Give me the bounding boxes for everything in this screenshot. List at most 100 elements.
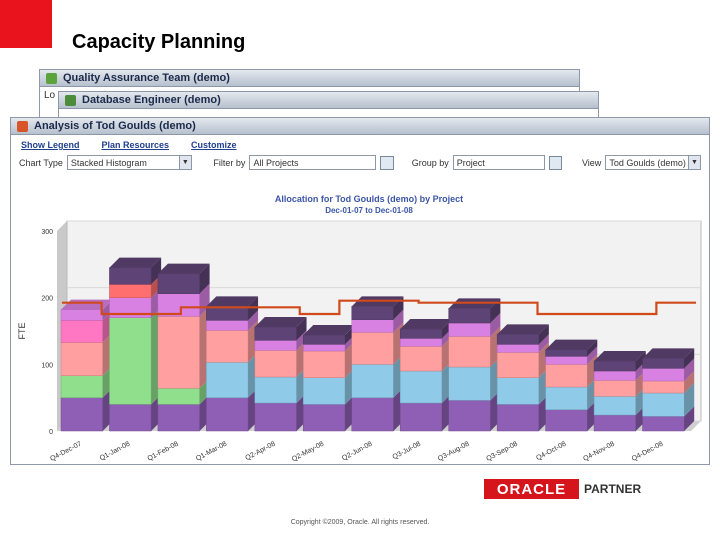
filter-by-input[interactable]: All Projects bbox=[249, 155, 377, 170]
bar-segment-side bbox=[684, 383, 695, 417]
bar-segment-side bbox=[684, 358, 695, 381]
group-by-label: Group by bbox=[411, 157, 449, 168]
bar-segment bbox=[399, 370, 443, 404]
bar-segment bbox=[157, 404, 200, 432]
group-by-input[interactable]: Project bbox=[452, 155, 545, 170]
bar-segment bbox=[351, 397, 394, 432]
chart-type-select[interactable]: Stacked Histogram ▼ bbox=[66, 155, 192, 170]
bar-segment bbox=[545, 364, 588, 388]
bar-segment-side bbox=[490, 298, 501, 323]
plan-resources-link[interactable]: Plan Resources bbox=[101, 140, 170, 150]
bar-segment bbox=[109, 404, 152, 432]
filter-picker-icon[interactable] bbox=[380, 155, 394, 170]
bar-segment-side bbox=[296, 317, 307, 341]
bar-segment bbox=[496, 404, 540, 432]
bar-segment bbox=[206, 362, 249, 398]
bar-segment-side bbox=[587, 346, 598, 365]
bar-segment bbox=[496, 377, 540, 405]
bar-segment bbox=[157, 273, 200, 294]
bar-segment-side bbox=[684, 406, 695, 431]
bar-segment-side bbox=[151, 257, 162, 285]
x-tick-label: Q2-Jun-08 bbox=[341, 441, 374, 463]
x-tick-label: Q1-Mar-08 bbox=[195, 441, 228, 463]
bar-top bbox=[594, 351, 646, 361]
bar-segment-side bbox=[490, 313, 501, 337]
bar-segment-side bbox=[538, 324, 549, 345]
bar-segment bbox=[545, 356, 588, 365]
bar-segment bbox=[399, 402, 443, 432]
bar-top bbox=[109, 257, 162, 268]
y-axis-label: FTE bbox=[17, 323, 27, 340]
x-tick-label: Q1-Jan-08 bbox=[99, 441, 132, 463]
bar-segment bbox=[206, 320, 249, 331]
filter-by-value: All Projects bbox=[253, 157, 299, 168]
bar-segment bbox=[109, 317, 152, 405]
x-tick-label: Q3-Sep-08 bbox=[485, 441, 519, 463]
bar-top bbox=[642, 348, 695, 359]
bar-top bbox=[157, 263, 210, 274]
bar-segment bbox=[60, 320, 103, 343]
bar-segment bbox=[593, 414, 637, 432]
bar-segment bbox=[399, 328, 443, 339]
bar-segment bbox=[254, 402, 297, 432]
bar-segment bbox=[60, 397, 103, 432]
view-select[interactable]: Tod Goulds (demo) ▼ bbox=[605, 155, 701, 170]
x-tick-label: Q4-Dec-08 bbox=[631, 441, 665, 463]
analysis-icon bbox=[17, 120, 28, 132]
filter-row: Chart Type Stacked Histogram ▼ Filter by… bbox=[11, 153, 709, 172]
x-tick-label: Q2-May-08 bbox=[291, 441, 325, 464]
bar-segment bbox=[448, 336, 491, 368]
bar-segment-side bbox=[393, 309, 404, 333]
chart-type-value: Stacked Histogram bbox=[70, 157, 147, 168]
filter-by-label: Filter by bbox=[213, 157, 246, 168]
bar-segment bbox=[60, 375, 103, 398]
bar-segment bbox=[206, 330, 249, 363]
bar-segment bbox=[351, 319, 394, 333]
copyright-footer: Copyright ©2009, Oracle. All rights rese… bbox=[290, 519, 430, 526]
bar-segment-side bbox=[587, 339, 598, 357]
bar-segment bbox=[399, 338, 443, 347]
bar-segment bbox=[303, 334, 346, 345]
analysis-toolbar: Show Legend Plan Resources Customize bbox=[11, 135, 709, 153]
bar-segment bbox=[254, 326, 297, 341]
x-tick-label: Q4-Oct-08 bbox=[535, 441, 567, 463]
x-tick-label: Q1-Feb-08 bbox=[147, 441, 180, 463]
x-tick-label: Q3-Aug-08 bbox=[437, 441, 471, 463]
window-titlebar[interactable]: Database Engineer (demo) bbox=[59, 92, 598, 109]
bar-segment bbox=[642, 380, 685, 394]
window-titlebar[interactable]: Analysis of Tod Goulds (demo) bbox=[11, 118, 709, 135]
bar-segment bbox=[60, 309, 103, 321]
chart-title: Allocation for Tod Goulds (demo) by Proj… bbox=[275, 194, 463, 204]
chevron-down-icon[interactable]: ▼ bbox=[688, 156, 700, 169]
y-tick-label: 100 bbox=[41, 362, 53, 369]
window-title: Analysis of Tod Goulds (demo) bbox=[34, 120, 196, 132]
bar-segment bbox=[157, 316, 200, 389]
view-value: Tod Goulds (demo) bbox=[609, 157, 686, 168]
bar-segment bbox=[206, 397, 249, 432]
bar-segment bbox=[545, 409, 588, 432]
window-analysis-tod-goulds[interactable]: Analysis of Tod Goulds (demo) Show Legen… bbox=[10, 117, 710, 465]
group-picker-icon[interactable] bbox=[548, 155, 563, 170]
bar-segment bbox=[157, 388, 200, 405]
customize-link[interactable]: Customize bbox=[191, 140, 237, 150]
allocation-chart: Allocation for Tod Goulds (demo) by Proj… bbox=[17, 194, 702, 464]
bar-segment bbox=[448, 308, 491, 324]
bar-segment-side bbox=[199, 263, 210, 294]
bar-segment bbox=[351, 364, 394, 398]
chart-subtitle: Dec-01-07 to Dec-01-08 bbox=[325, 206, 413, 215]
bar-segment bbox=[496, 344, 540, 353]
group-by-value: Project bbox=[456, 157, 485, 168]
view-label: View bbox=[581, 157, 602, 168]
chevron-down-icon[interactable]: ▼ bbox=[178, 156, 191, 169]
window-titlebar[interactable]: Quality Assurance Team (demo) bbox=[40, 70, 579, 87]
bar-segment bbox=[593, 380, 637, 397]
show-legend-link[interactable]: Show Legend bbox=[21, 140, 80, 150]
bar-segment-side bbox=[635, 351, 646, 371]
bar-segment bbox=[303, 350, 346, 378]
bar-segment bbox=[254, 340, 297, 351]
bar-segment-side bbox=[393, 296, 404, 320]
y-tick-label: 0 bbox=[49, 429, 53, 436]
bar-segment bbox=[109, 284, 152, 298]
bar-segment bbox=[642, 368, 685, 382]
bar-segment bbox=[448, 322, 491, 337]
